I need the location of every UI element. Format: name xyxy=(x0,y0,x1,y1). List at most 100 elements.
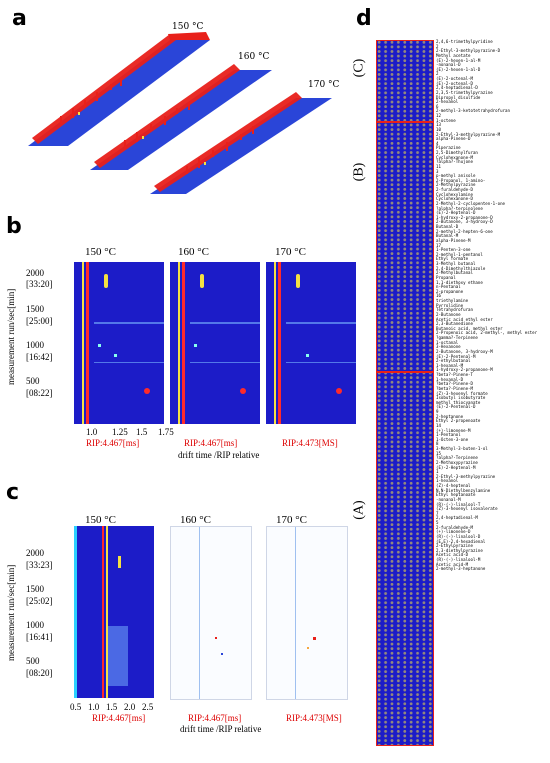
compound-label: 2-Ethyl-3-methylpyrazine-D xyxy=(436,48,501,54)
panel-d-fingerprint-grid xyxy=(376,40,434,746)
compound-label: 3 xyxy=(436,168,439,174)
compound-label: (E)-2-hexen-1-al-D xyxy=(436,66,481,72)
panel-d-group-label-a: (A) xyxy=(351,500,367,520)
panel-b-xtick: 1.0 xyxy=(86,427,98,437)
panel-b-ytick: 500 xyxy=(26,376,40,386)
compound-label: 2,3-Butanedione xyxy=(436,321,473,327)
compound-label: 2-Propanol, 1-amino- xyxy=(436,177,486,183)
panel-b-temp-160: 160 °C xyxy=(178,246,209,258)
compound-label: 1-octene xyxy=(436,117,456,123)
compound-label: triethylamine xyxy=(436,298,469,303)
compound-label: (Z)-3-hexenyl isovalerate xyxy=(436,506,498,512)
compound-label: (R)-(-)-linalool-M xyxy=(436,557,481,562)
compound-label: 1-hexanol xyxy=(436,478,459,484)
panel-b-heatmap-160 xyxy=(170,262,260,424)
compound-label: Piperazine xyxy=(436,145,461,151)
panel-b-ytick: 2000 xyxy=(26,268,44,278)
panel-c-ytick: 1000 xyxy=(26,620,44,630)
compound-label: Butanal-D xyxy=(436,224,459,229)
compound-label: 17 xyxy=(436,242,441,248)
compound-label: 1-hexanal-M xyxy=(436,362,464,368)
compound-label: 3-Hexanone xyxy=(436,344,461,350)
compound-label: (E)-2-Heptenal-M xyxy=(436,464,476,470)
compound-label: 2-Ethyl-3-methylpyrazine xyxy=(436,473,496,479)
compound-label: 13 xyxy=(436,122,441,128)
compound-label: (E)-2-Pentenal-M xyxy=(436,353,476,359)
compound-label: ?gamma?-Terpinene xyxy=(436,335,478,340)
compound-label: 2,3,5-trimethylpyrazine xyxy=(436,89,493,95)
compound-label: 1-hydroxy-2-propanone-D xyxy=(436,214,493,220)
compound-label: 1-octanal xyxy=(436,339,459,345)
compound-label: 3-Methyl butanal xyxy=(436,261,476,266)
compound-label: 11 xyxy=(436,163,441,169)
compound-label: 2-Ethyl-3-methylpyrazine-M xyxy=(436,131,501,137)
panel-c-ytick: 500 xyxy=(26,656,40,666)
panel-b-ylabel: measurement run/sec[min] xyxy=(6,288,16,386)
compound-label: 12 xyxy=(436,113,441,118)
compound-label: (E)-2-Heptenal-D xyxy=(436,210,476,216)
compound-label: (E)-2-Pentenal-D xyxy=(436,404,476,410)
compound-label: 9 xyxy=(436,409,439,414)
panel-c-xlabel: drift time /RIP relative xyxy=(180,724,262,734)
compound-label: ?beta?-Pinene-M xyxy=(436,385,473,391)
compound-label: p-methyl anisole xyxy=(436,173,476,179)
compound-label: methyl thiocyanate xyxy=(436,399,481,405)
compound-label: alpha-Pinene-D xyxy=(436,136,471,142)
panel-a-temp-170: 170 °C xyxy=(308,80,340,90)
panel-c-difference-map-160 xyxy=(170,526,252,700)
panel-c-rip-label-150: RIP:4.467[ms] xyxy=(92,713,146,723)
compound-label: Methyl acetate xyxy=(436,52,471,58)
compound-label: 3-Methyl-3-buten-1-ol xyxy=(436,446,488,451)
panel-c-ytick: [25:02] xyxy=(26,596,53,606)
compound-label: Isobutyl isobutyrate xyxy=(436,395,486,401)
panel-a-3d-topographic-plot xyxy=(28,32,332,194)
compound-label: 2-Methylbutanal xyxy=(436,270,473,276)
compound-label: 5 xyxy=(436,520,439,525)
panel-a-temp-150: 150 °C xyxy=(172,22,204,32)
compound-label: 2,4-Dimethylthiazole xyxy=(436,265,486,271)
panel-b-xlabel: drift time /RIP relative xyxy=(178,450,260,460)
compound-label: N,N-Diethylbenzylamine xyxy=(436,487,491,493)
panel-b-heatmap-170 xyxy=(266,262,356,424)
compound-label: -nonanal-M xyxy=(436,496,461,502)
compound-label: ?alpha?-terpinolene xyxy=(436,205,483,211)
compound-label: 2-furaldehyde-M xyxy=(436,524,473,530)
compound-label: 16 xyxy=(436,293,441,299)
compound-label: 2-methyl-3-heptanone xyxy=(436,566,486,572)
compound-label: (+)-limonene-M xyxy=(436,427,471,433)
panel-b-ytick: [08:22] xyxy=(26,388,53,398)
compound-label: 2,5-Dimethylfuran xyxy=(436,150,478,155)
compound-label: Butanoic acid, methyl ester xyxy=(436,325,503,331)
compound-label: (+)-limonene-D xyxy=(436,529,471,535)
compound-label: 2-hexanol xyxy=(436,99,459,105)
compound-label: Acetic acid-D xyxy=(436,552,469,558)
panel-c-xtick: 2.0 xyxy=(124,702,136,712)
compound-label: Pyrrolidine xyxy=(436,302,464,308)
compound-label: Butanal-M xyxy=(436,233,459,239)
compound-label: 1,1-diethoxy ethane xyxy=(436,279,483,285)
panel-d-letter: d xyxy=(356,6,372,31)
compound-label: 2-methyl-3-ketotetrahydrofuran xyxy=(436,108,510,114)
panel-c-ylabel: measurement run/sec[min] xyxy=(6,564,16,662)
compound-label: 2,4,6-trimethylpyridine xyxy=(436,39,493,44)
compound-label: 2-Butanone, 3-hydroxy-D xyxy=(436,219,493,225)
panel-b-letter: b xyxy=(6,214,22,239)
compound-label: ?alpha?-Thujone xyxy=(436,159,473,165)
compound-label: 6 xyxy=(436,103,439,109)
panel-a-letter: a xyxy=(12,6,27,31)
compound-label: (Z)-3-hexenyl formate xyxy=(436,390,488,396)
compound-label: 1-hexanal-D xyxy=(436,376,464,382)
compound-label: Acetic acid-M xyxy=(436,561,469,567)
compound-label: 2-Methylpyrazine xyxy=(436,182,476,188)
panel-a-temp-160: 160 °C xyxy=(238,52,270,62)
panel-b-yaxis: 2000 [33:20] 1500 [25:00] 1000 [16:42] 5… xyxy=(26,264,53,424)
panel-d-compound-list: 2,4,6-trimethylpyridine 2 2-Ethyl-3-methyl… xyxy=(436,39,548,572)
panel-c-temp-170: 170 °C xyxy=(276,514,307,526)
panel-b-temp-150: 150 °C xyxy=(85,246,116,258)
compound-label: Ethyl 2-propenoate xyxy=(436,418,481,424)
compound-label: Propanal xyxy=(436,274,456,280)
compound-label: (Z)-4-heptenal xyxy=(436,483,471,488)
compound-label: 4 xyxy=(436,140,439,146)
compound-label: 2-Ethylpyrazine xyxy=(436,543,473,549)
compound-label: 2-methyl-2-hepten-6-one xyxy=(436,228,493,234)
